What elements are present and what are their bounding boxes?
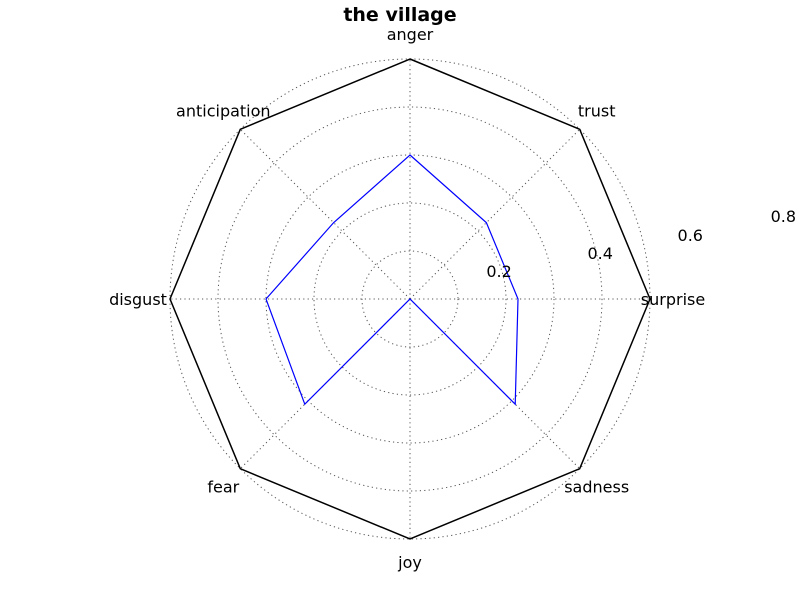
grid-ring-3 — [217, 106, 603, 492]
category-label-surprise: surprise — [641, 290, 705, 309]
grid-ring-1 — [313, 202, 507, 396]
spoke-anticipation — [239, 128, 411, 300]
series-layer — [265, 154, 519, 406]
category-label-disgust: disgust — [109, 290, 167, 309]
r-tick-label-0: 0.2 — [486, 262, 511, 281]
r-tick-label-3: 0.8 — [771, 207, 796, 226]
label-layer: 0.20.40.60.81.0angertrustsurprisesadness… — [109, 25, 796, 572]
category-label-anger: anger — [387, 25, 434, 44]
r-tick-label-1: 0.4 — [587, 244, 612, 263]
category-label-joy: joy — [397, 553, 422, 572]
chart-title: the village — [343, 4, 456, 26]
category-label-trust: trust — [578, 101, 616, 120]
r-tick-label-2: 0.6 — [678, 226, 703, 245]
outer-frame — [169, 58, 651, 540]
category-label-anticipation: anticipation — [176, 101, 271, 120]
frame-layer — [169, 58, 651, 540]
grid-ring-0 — [361, 250, 459, 348]
spoke-trust — [409, 128, 581, 300]
category-label-fear: fear — [207, 478, 239, 497]
category-label-sadness: sadness — [564, 478, 629, 497]
